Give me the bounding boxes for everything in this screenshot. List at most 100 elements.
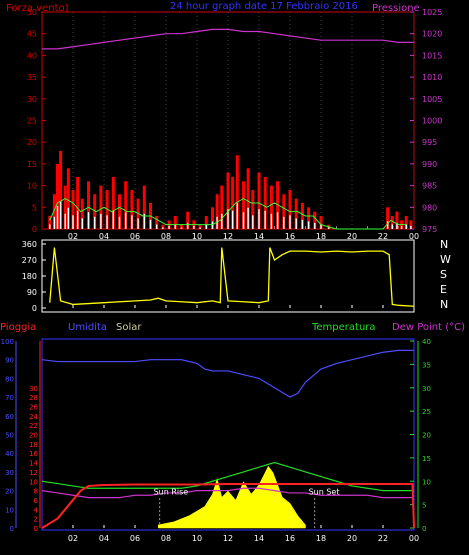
rain-y-tick-label: 28 (29, 394, 38, 402)
wind-speed-bar (405, 224, 407, 229)
pressure-y-tick-label: 1000 (422, 117, 442, 126)
pressure-y-tick-label: 1010 (422, 73, 442, 82)
temperature-y-tick-label: 15 (422, 455, 431, 463)
wind-speed-bar (162, 227, 164, 229)
wind-gust-bar (180, 224, 183, 229)
wind-speed-bar (400, 225, 403, 229)
wind-gust-bar (87, 181, 90, 229)
lower-x-tick-label: 02 (68, 534, 78, 543)
sunset-label: Sun Set (309, 487, 340, 496)
rain-y-tick-label: 22 (29, 422, 38, 430)
wind-gust-bar (71, 189, 75, 229)
wind-x-tick-label: 18 (316, 232, 326, 241)
wind-speed-bar (320, 224, 322, 229)
wind-gust-bar (186, 211, 190, 229)
wind-gust-bar (231, 176, 235, 229)
wind-gust-bar (142, 185, 146, 229)
humidity-axis-title: Umidita (68, 322, 107, 333)
wind-gust-bar (300, 202, 304, 229)
wind-x-tick-label: 12 (223, 232, 233, 241)
lower-x-tick-label: 00 (409, 534, 419, 543)
dewpoint-line (41, 487, 414, 499)
humidity-y-tick-label: 80 (5, 375, 14, 383)
wind-speed-bar (328, 227, 330, 229)
rain-y-tick-label: 0 (34, 525, 38, 533)
wind-gust-bar (99, 185, 103, 229)
wind-gust-bar (80, 198, 84, 229)
wind-gust-bar (251, 189, 255, 229)
compass-label: E (440, 283, 447, 296)
wind-speed-bar (81, 218, 83, 229)
wind-x-tick-label: 04 (99, 232, 109, 241)
humidity-y-tick-label: 0 (10, 525, 14, 533)
wind-speed-bar (301, 219, 304, 229)
rain-y-tick-label: 24 (29, 413, 38, 421)
wind-gust-bar (307, 207, 311, 229)
wind-speed-bar (56, 206, 59, 229)
wind-speed-bar (295, 218, 297, 229)
wind-speed-bar (156, 224, 158, 229)
wind-gust-bar (48, 215, 52, 229)
rain-line (41, 483, 415, 529)
wind-gust-bar (257, 172, 261, 229)
lower-x-tick-label: 04 (99, 534, 109, 543)
rain-y-tick-label: 30 (29, 385, 38, 393)
wind-gust-bar (118, 194, 121, 229)
wind-gust-bar (386, 207, 390, 229)
wind-speed-bar (396, 222, 398, 229)
wind-speed-bar (283, 216, 285, 229)
temperature-y-tick-label: 40 (422, 338, 431, 346)
direction-y-tick-label: 360 (22, 240, 37, 249)
compass-label: W (440, 253, 451, 266)
wind-gust-bar (313, 211, 317, 229)
pressure-y-tick-label: 980 (422, 203, 437, 212)
wind-speed-bar (221, 213, 223, 229)
wind-speed-bar (106, 215, 108, 229)
pressure-axis-title: Pressione (372, 3, 420, 14)
wind-speed-bar (410, 225, 412, 229)
wind-gust-bar (93, 194, 97, 229)
rain-y-tick-label: 20 (29, 432, 38, 440)
wind-speed-bar (125, 212, 127, 229)
wind-gust-bar (319, 215, 323, 229)
wind-gust-bar (52, 194, 56, 229)
wind-speed-bar (236, 203, 238, 229)
wind-speed-bar (391, 224, 393, 229)
wind-gust-bar (173, 215, 177, 229)
humidity-y-tick-label: 30 (5, 469, 14, 477)
wind-speed-bar (59, 201, 62, 229)
lower-x-tick-label: 14 (254, 534, 264, 543)
wind-speed-bar (227, 209, 229, 229)
wind-speed-bar (87, 212, 90, 229)
pressure-y-tick-label: 995 (422, 138, 437, 147)
wind-x-tick-label: 00 (409, 232, 419, 241)
wind-speed-bar (211, 221, 214, 229)
humidity-y-tick-label: 70 (5, 394, 14, 402)
wind-gust-bar (294, 198, 298, 229)
wind-gust-bar (288, 189, 292, 229)
lower-x-tick-label: 06 (130, 534, 140, 543)
wind-speed-bar (143, 213, 145, 229)
wind-speed-bar (216, 216, 218, 229)
pressure-y-tick-label: 1005 (422, 95, 442, 104)
wind-y-tick-label: 10 (27, 182, 37, 191)
wind-speed-bar (264, 210, 266, 229)
wind-speed-bar (242, 212, 245, 229)
chart-title: 24 hour graph date 17 Febbraio 2016 (170, 1, 358, 12)
wind-y-tick-label: 50 (27, 8, 37, 17)
wind-gust-bar (269, 185, 273, 229)
humidity-y-tick-label: 40 (5, 450, 14, 458)
compass-label: N (440, 238, 448, 251)
wind-speed-bar (187, 222, 189, 229)
wind-gust-bar (56, 163, 59, 229)
humidity-line (41, 349, 414, 398)
direction-y-tick-label: 270 (22, 256, 37, 265)
wind-speed-bar (49, 224, 51, 229)
rain-y-tick-label: 18 (29, 441, 38, 449)
wind-speed-bar (258, 209, 260, 229)
wind-speed-bar (112, 210, 114, 229)
lower-x-tick-label: 10 (192, 534, 202, 543)
pressure-y-tick-label: 1015 (422, 51, 442, 60)
rain-y-tick-label: 2 (34, 516, 38, 524)
